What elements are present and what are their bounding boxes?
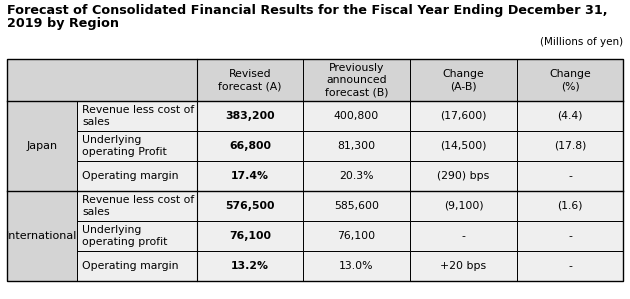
Text: Previously
announced
forecast (B): Previously announced forecast (B) xyxy=(324,62,388,97)
Bar xyxy=(410,221,517,251)
Bar xyxy=(303,221,410,251)
Text: Revised
forecast (A): Revised forecast (A) xyxy=(218,69,282,91)
Bar xyxy=(410,251,517,281)
Text: Forecast of Consolidated Financial Results for the Fiscal Year Ending December 3: Forecast of Consolidated Financial Resul… xyxy=(7,4,607,17)
Bar xyxy=(303,131,410,161)
Text: Japan: Japan xyxy=(26,141,57,151)
Text: 76,100: 76,100 xyxy=(229,231,271,241)
Bar xyxy=(7,59,623,281)
Text: (17.8): (17.8) xyxy=(554,141,586,151)
Bar xyxy=(517,221,623,251)
Bar xyxy=(77,191,197,221)
Text: Revenue less cost of
sales: Revenue less cost of sales xyxy=(82,195,194,217)
Text: Revenue less cost of
sales: Revenue less cost of sales xyxy=(82,105,194,127)
Bar xyxy=(410,161,517,191)
Bar xyxy=(197,191,303,221)
Bar xyxy=(77,101,197,131)
Text: Underlying
operating Profit: Underlying operating Profit xyxy=(82,135,167,157)
Text: (Millions of yen): (Millions of yen) xyxy=(540,37,623,47)
Text: 76,100: 76,100 xyxy=(338,231,375,241)
Text: (14,500): (14,500) xyxy=(440,141,487,151)
Text: -: - xyxy=(568,261,572,271)
Text: 2019 by Region: 2019 by Region xyxy=(7,17,119,30)
Bar xyxy=(197,131,303,161)
Text: +20 bps: +20 bps xyxy=(440,261,486,271)
Bar xyxy=(410,101,517,131)
Bar xyxy=(303,101,410,131)
Bar xyxy=(7,101,77,191)
Text: 576,500: 576,500 xyxy=(226,201,275,211)
Bar xyxy=(197,161,303,191)
Bar xyxy=(77,251,197,281)
Bar xyxy=(517,161,623,191)
Text: (1.6): (1.6) xyxy=(558,201,583,211)
Bar xyxy=(410,131,517,161)
Text: (290) bps: (290) bps xyxy=(437,171,490,181)
Text: -: - xyxy=(568,231,572,241)
Text: (17,600): (17,600) xyxy=(440,111,487,121)
Text: 66,800: 66,800 xyxy=(229,141,271,151)
Bar xyxy=(197,221,303,251)
Text: (9,100): (9,100) xyxy=(444,201,483,211)
Text: International: International xyxy=(6,231,77,241)
Bar xyxy=(517,131,623,161)
Bar xyxy=(303,251,410,281)
Bar xyxy=(77,131,197,161)
Text: -: - xyxy=(568,171,572,181)
Bar xyxy=(517,251,623,281)
Text: 20.3%: 20.3% xyxy=(339,171,374,181)
Text: 13.2%: 13.2% xyxy=(231,261,269,271)
Text: Change
(%): Change (%) xyxy=(549,69,591,91)
Text: -: - xyxy=(462,231,466,241)
Bar xyxy=(303,161,410,191)
Text: 400,800: 400,800 xyxy=(334,111,379,121)
Text: 585,600: 585,600 xyxy=(334,201,379,211)
Bar xyxy=(197,251,303,281)
Bar xyxy=(197,101,303,131)
Bar xyxy=(7,59,197,101)
Text: 383,200: 383,200 xyxy=(225,111,275,121)
Text: (4.4): (4.4) xyxy=(558,111,583,121)
Bar xyxy=(410,59,517,101)
Bar xyxy=(517,59,623,101)
Text: Operating margin: Operating margin xyxy=(82,171,178,181)
Bar xyxy=(517,191,623,221)
Bar xyxy=(7,191,77,281)
Bar xyxy=(517,101,623,131)
Bar xyxy=(197,59,303,101)
Bar xyxy=(77,161,197,191)
Text: Change
(A-B): Change (A-B) xyxy=(443,69,484,91)
Text: 81,300: 81,300 xyxy=(338,141,375,151)
Bar xyxy=(77,221,197,251)
Bar xyxy=(303,191,410,221)
Text: 17.4%: 17.4% xyxy=(231,171,269,181)
Text: Underlying
operating profit: Underlying operating profit xyxy=(82,225,168,247)
Text: Operating margin: Operating margin xyxy=(82,261,178,271)
Bar xyxy=(410,191,517,221)
Text: 13.0%: 13.0% xyxy=(339,261,374,271)
Bar xyxy=(303,59,410,101)
